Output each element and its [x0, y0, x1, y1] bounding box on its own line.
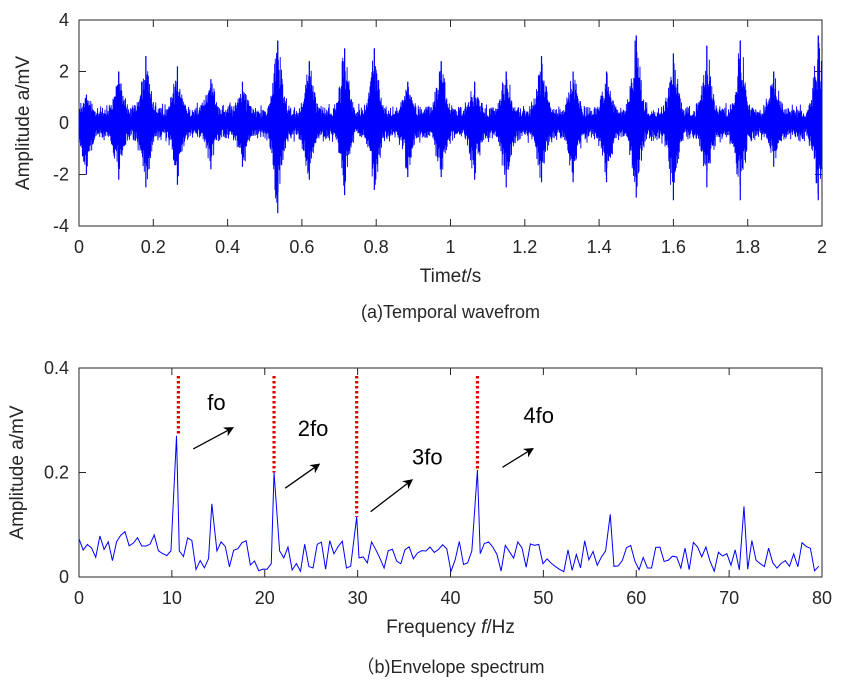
x-tick-label: 30 — [348, 588, 368, 608]
x-tick-label: 20 — [255, 588, 275, 608]
x-tick-label: 10 — [162, 588, 182, 608]
x-tick-label: 0.4 — [215, 237, 240, 257]
x-axis-label-prefix: Time — [420, 266, 462, 287]
x-axis-label: Frequency f/Hz — [386, 617, 515, 638]
spectrum-series-line — [79, 436, 819, 572]
annotation-arrow — [371, 480, 412, 511]
annotation-label: 3fo — [412, 445, 443, 470]
x-tick-label: 60 — [626, 588, 646, 608]
annotation-arrow — [503, 449, 533, 467]
annotation-arrow — [193, 428, 232, 449]
y-axis-label: Amplitude a/mV — [13, 56, 34, 190]
annotation-arrow — [285, 465, 318, 489]
x-tick-label: 40 — [440, 588, 460, 608]
panel-caption: (a)Temporal wavefrom — [361, 302, 540, 322]
x-tick-label: 2 — [817, 237, 827, 257]
x-tick-label: 0 — [74, 588, 84, 608]
x-tick-label: 1.2 — [512, 237, 537, 257]
panel-caption: （b)Envelope spectrum — [356, 657, 544, 677]
annotation-label: 2fo — [298, 416, 329, 441]
x-tick-label: 1.8 — [735, 237, 760, 257]
annotation-label: 4fo — [523, 403, 554, 428]
x-tick-label: 1.4 — [587, 237, 612, 257]
y-tick-label: -4 — [53, 216, 69, 236]
y-tick-label: 4 — [59, 10, 69, 30]
x-tick-label: 0.6 — [289, 237, 314, 257]
x-tick-label: 0.8 — [364, 237, 389, 257]
y-tick-label: 0.2 — [44, 463, 69, 483]
y-tick-label: 0.4 — [44, 358, 69, 378]
y-tick-label: 2 — [59, 62, 69, 82]
axes-box — [79, 368, 822, 577]
x-tick-label: 50 — [533, 588, 553, 608]
x-tick-label: 70 — [719, 588, 739, 608]
x-axis-label-unit: /Hz — [486, 617, 515, 638]
annotation-label: fo — [207, 390, 225, 415]
x-tick-label: 0.2 — [141, 237, 166, 257]
y-tick-label: 0 — [59, 567, 69, 587]
y-tick-label: -2 — [53, 165, 69, 185]
x-axis-label-prefix: Frequency — [386, 617, 481, 638]
x-axis-label-unit: /s — [467, 266, 482, 287]
x-tick-label: 0 — [74, 237, 84, 257]
panel-b-envelope-spectrum: 0 10 20 30 40 50 60 70 80 0 0.2 0.4 Amplitude a/mV Fr… — [7, 358, 832, 677]
x-tick-label: 1.6 — [661, 237, 686, 257]
x-axis-label: Timet/s — [420, 266, 482, 287]
y-axis-label: Amplitude a/mV — [7, 405, 28, 539]
x-tick-label: 80 — [812, 588, 832, 608]
x-tick-label: 1 — [445, 237, 455, 257]
panel-a-temporal-waveform: 0 0.2 0.4 0.6 0.8 1 1.2 1.4 1.6 1.8 2 -4 -2 0 2 4 Amplit… — [13, 10, 827, 322]
y-tick-label: 0 — [59, 113, 69, 133]
waveform-series-line — [79, 35, 822, 202]
